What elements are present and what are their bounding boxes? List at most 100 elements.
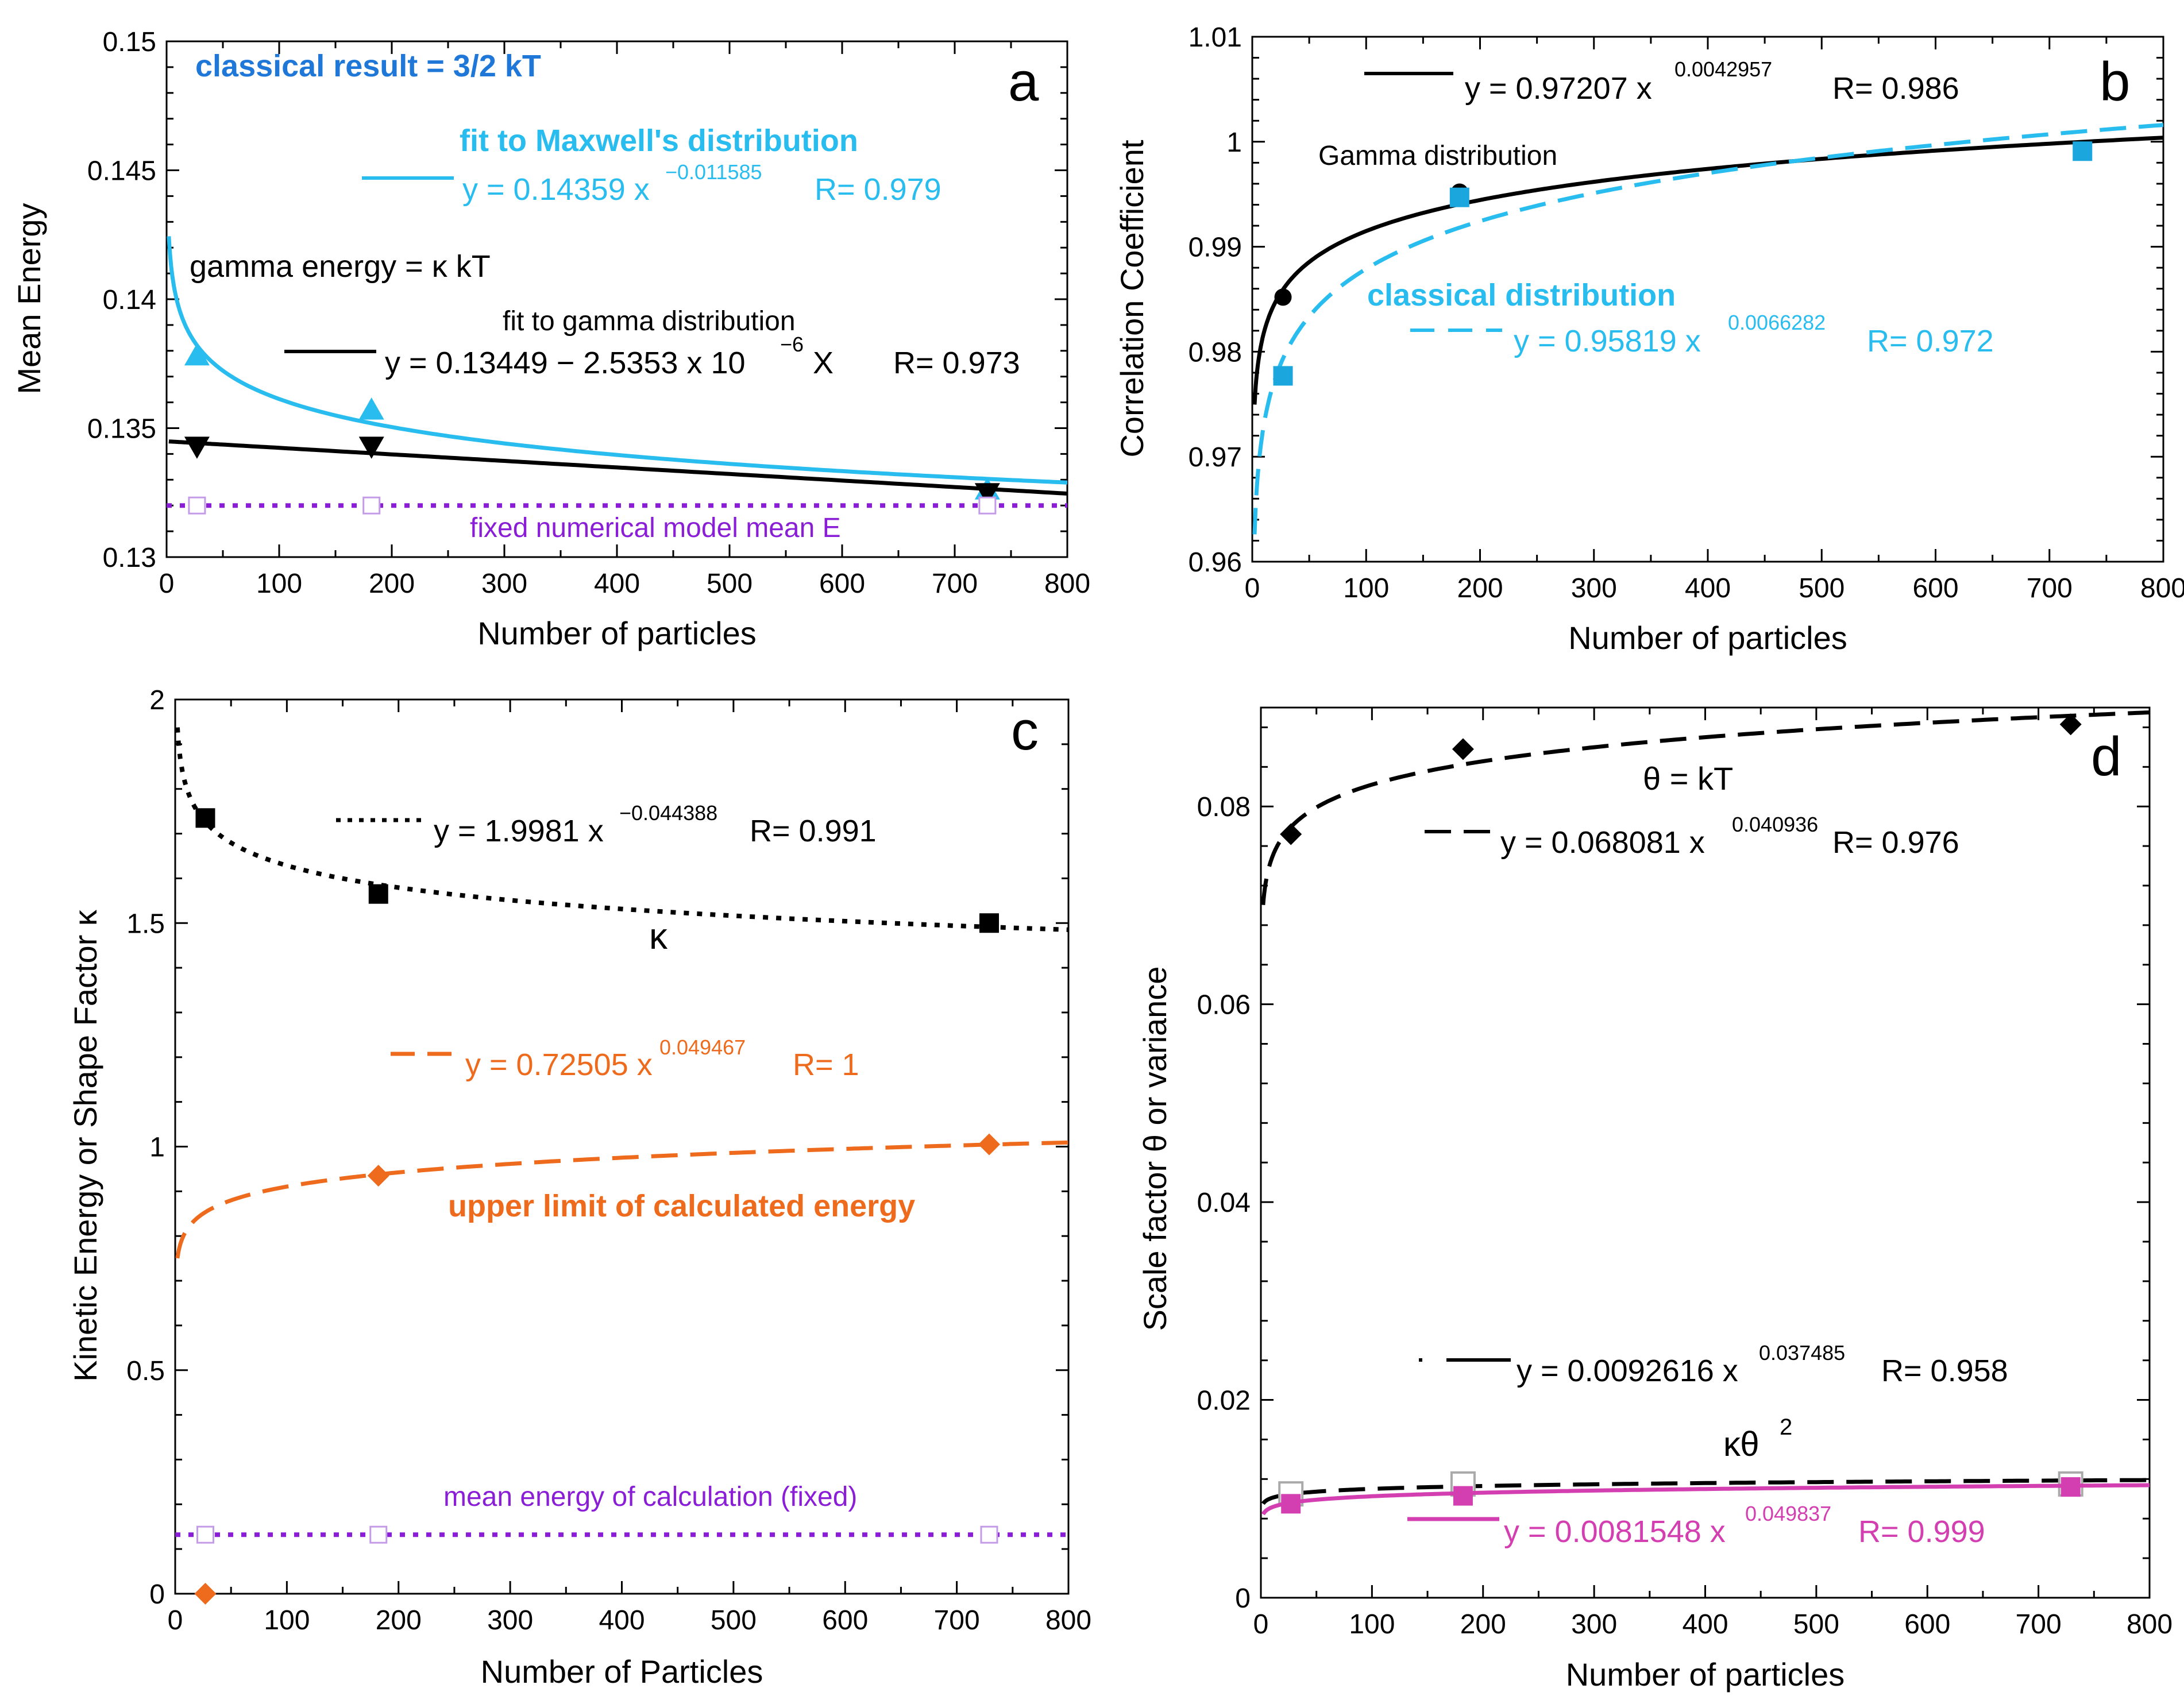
c-point-0-0 bbox=[195, 808, 215, 828]
a-fit-line-0 bbox=[167, 236, 1067, 485]
panel-c-plot: 0 100 200 300 400 500 600 700 800 0 0.5 1 1.5 2 Number… bbox=[67, 685, 1091, 1690]
a-y-tick-label: 0.14 bbox=[103, 285, 156, 315]
b-point-1-1 bbox=[1449, 187, 1469, 207]
d-y-tick-label: 0 bbox=[1235, 1583, 1251, 1614]
d-var-eq: y = 0.0092616 x bbox=[1517, 1354, 1738, 1388]
d-theta-eq: y = 0.068081 x bbox=[1500, 825, 1705, 860]
b-y-tick-label: 0.99 bbox=[1189, 233, 1242, 263]
b-x-tick-label: 100 bbox=[1343, 573, 1389, 604]
d-var-label: κθ bbox=[1723, 1425, 1759, 1463]
a-maxwell-exp: −0.011585 bbox=[665, 160, 762, 184]
a-maxwell-r: R= 0.979 bbox=[815, 172, 941, 207]
a-x-tick-label: 0 bbox=[159, 569, 175, 599]
c-orange-exp: 0.049467 bbox=[659, 1035, 746, 1059]
c-mean-label: mean energy of calculation (fixed) bbox=[443, 1482, 857, 1512]
c-x-tick-label: 100 bbox=[264, 1605, 310, 1636]
d-mag-exp: 0.049837 bbox=[1745, 1502, 1831, 1525]
c-y-tick-label: 0 bbox=[149, 1579, 165, 1610]
d-y-tick-label: 0.04 bbox=[1197, 1188, 1251, 1218]
b-x-axis-title: Number of particles bbox=[1568, 620, 1847, 656]
c-x-tick-label: 600 bbox=[822, 1605, 868, 1636]
c-x-tick-label: 200 bbox=[376, 1605, 422, 1636]
d-y-axis-title: Scale factor θ or variance bbox=[1137, 967, 1173, 1331]
b-panel-letter: b bbox=[2100, 51, 2130, 113]
b-x-tick-label: 400 bbox=[1685, 573, 1731, 604]
b-x-tick-label: 800 bbox=[2140, 573, 2184, 604]
d-fit-line-1 bbox=[1261, 1478, 2150, 1505]
a-x-axis-title: Number of particles bbox=[477, 615, 757, 651]
d-x-tick-label: 800 bbox=[2127, 1609, 2173, 1640]
a-point-2-1 bbox=[362, 496, 381, 515]
panel-b-plot: 0 100 200 300 400 500 600 700 800 0.96 0.97 0.98 0.9… bbox=[1114, 22, 2184, 656]
a-point-0-1 bbox=[358, 397, 384, 420]
d-var-exp: 0.037485 bbox=[1759, 1341, 1845, 1365]
c-y-tick-label: 0.5 bbox=[126, 1356, 165, 1386]
a-gamma-title: fit to gamma distribution bbox=[503, 306, 796, 337]
a-point-0-0 bbox=[184, 343, 210, 366]
c-x-tick-label: 800 bbox=[1045, 1605, 1091, 1636]
a-maxwell-title: fit to Maxwell's distribution bbox=[460, 123, 858, 158]
a-x-tick-label: 200 bbox=[369, 569, 415, 599]
b-point-1-0 bbox=[1273, 366, 1293, 386]
b-x-tick-label: 700 bbox=[2027, 573, 2073, 604]
b-classical-r: R= 0.972 bbox=[1867, 324, 1994, 358]
d-x-tick-label: 500 bbox=[1793, 1609, 1839, 1640]
c-point-2-0 bbox=[196, 1525, 214, 1544]
c-kappa-r: R= 0.991 bbox=[750, 814, 877, 848]
b-gamma-eq: y = 0.97207 x bbox=[1465, 71, 1652, 106]
a-y-axis-title: Mean Energy bbox=[11, 203, 47, 394]
d-x-tick-label: 100 bbox=[1349, 1609, 1395, 1640]
a-x-tick-label: 600 bbox=[819, 569, 865, 599]
a-point-2-2 bbox=[978, 496, 997, 515]
c-panel-letter: c bbox=[1011, 700, 1039, 762]
c-x-tick-label: 0 bbox=[168, 1605, 183, 1636]
a-point-1-2 bbox=[974, 483, 1000, 505]
b-y-tick-label: 0.98 bbox=[1189, 337, 1242, 368]
b-gamma-exp: 0.0042957 bbox=[1674, 57, 1772, 81]
d-x-tick-label: 400 bbox=[1682, 1609, 1728, 1640]
a-classical-label: classical result = 3/2 kT bbox=[195, 49, 541, 83]
panel-d-plot: 0 100 200 300 400 500 600 700 800 0 0.02 0.04 0.06 0.… bbox=[1137, 706, 2173, 1692]
b-x-tick-label: 600 bbox=[1912, 573, 1958, 604]
c-x-tick-label: 300 bbox=[487, 1605, 533, 1636]
c-point-1-0 bbox=[194, 1583, 217, 1605]
b-x-tick-label: 500 bbox=[1799, 573, 1845, 604]
a-panel-letter: a bbox=[1008, 51, 1039, 113]
d-mag-eq: y = 0.0081548 x bbox=[1504, 1514, 1726, 1549]
c-x-tick-label: 700 bbox=[934, 1605, 980, 1636]
d-y-tick-label: 0.08 bbox=[1197, 792, 1251, 822]
b-point-0-0 bbox=[1274, 288, 1292, 306]
d-x-tick-label: 300 bbox=[1571, 1609, 1617, 1640]
d-x-axis-title: Number of particles bbox=[1566, 1656, 1845, 1692]
a-gamma-x: X bbox=[813, 346, 834, 380]
b-y-tick-label: 0.97 bbox=[1189, 442, 1242, 473]
d-theta-exp: 0.040936 bbox=[1732, 813, 1818, 836]
d-y-tick-label: 0.02 bbox=[1197, 1386, 1251, 1416]
c-orange-eq: y = 0.72505 x bbox=[465, 1048, 653, 1082]
c-kappa-label: κ bbox=[649, 915, 668, 957]
b-x-tick-label: 200 bbox=[1457, 573, 1503, 604]
a-x-tick-label: 800 bbox=[1044, 569, 1090, 599]
c-x-tick-label: 400 bbox=[599, 1605, 645, 1636]
b-fit-line-1 bbox=[1252, 123, 2163, 535]
a-y-tick-label: 0.15 bbox=[103, 27, 156, 57]
a-point-2-0 bbox=[188, 496, 206, 515]
panel-b: 0 100 200 300 400 500 600 700 800 0.96 0.97 0.98 0.9… bbox=[1114, 22, 2184, 656]
d-point-2-0 bbox=[1281, 1494, 1301, 1514]
d-x-tick-label: 600 bbox=[1904, 1609, 1950, 1640]
d-panel-letter: d bbox=[2091, 726, 2121, 787]
c-point-0-2 bbox=[979, 913, 999, 933]
c-orange-r: R= 1 bbox=[793, 1048, 859, 1082]
b-gamma-r: R= 0.986 bbox=[1832, 71, 1959, 106]
c-point-1-1 bbox=[367, 1165, 389, 1187]
c-orange-title: upper limit of calculated energy bbox=[448, 1189, 915, 1223]
c-point-0-1 bbox=[368, 884, 388, 904]
a-y-tick-label: 0.135 bbox=[87, 414, 156, 445]
d-x-tick-label: 700 bbox=[2016, 1609, 2062, 1640]
a-x-tick-label: 100 bbox=[256, 569, 302, 599]
a-point-1-1 bbox=[358, 436, 384, 459]
a-y-tick-label: 0.145 bbox=[87, 156, 156, 187]
panel-d: 0 100 200 300 400 500 600 700 800 0 0.02 0.04 0.06 0.… bbox=[1137, 706, 2173, 1692]
panel-c: 0 100 200 300 400 500 600 700 800 0 0.5 1 1.5 2 Number… bbox=[67, 685, 1091, 1690]
